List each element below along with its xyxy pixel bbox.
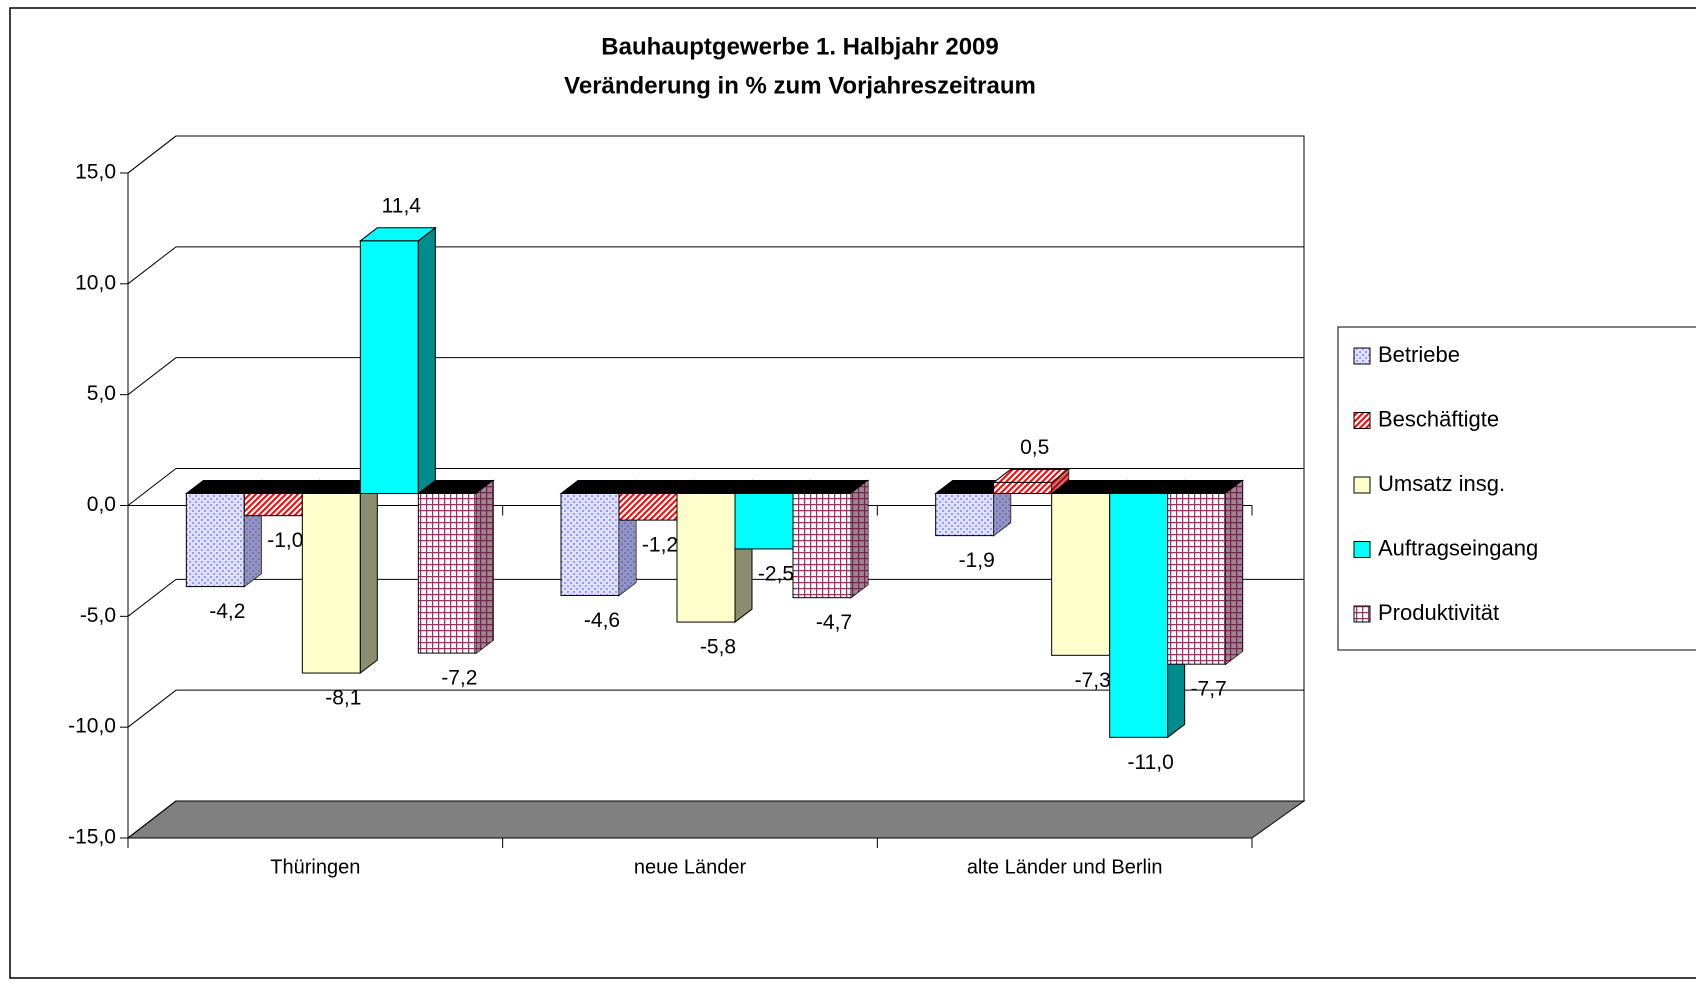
- floor: [126, 800, 1306, 839]
- value-label: -4,2: [209, 600, 245, 623]
- chart-subtitle: Veränderung in % zum Vorjahreszeitraum: [564, 72, 1036, 99]
- bar-front: [1051, 493, 1111, 656]
- y-tick-label: 0,0: [87, 493, 116, 516]
- bar: [416, 479, 495, 655]
- bar-front: [417, 493, 477, 654]
- bar-front: [185, 493, 245, 588]
- value-label: -4,6: [584, 609, 620, 632]
- bar-front: [993, 481, 1053, 494]
- grid-line: [127, 135, 1304, 174]
- bar: [300, 479, 379, 675]
- legend-label: Beschäftigte: [1378, 406, 1499, 431]
- y-tick-label: -5,0: [80, 604, 116, 627]
- legend-swatch: [1353, 347, 1371, 365]
- bar-front: [359, 240, 419, 494]
- value-label: -8,1: [325, 687, 361, 710]
- bar-side: [417, 226, 436, 495]
- value-label: -1,9: [959, 549, 995, 572]
- value-label: 0,5: [1020, 436, 1049, 459]
- legend-label: Auftragseingang: [1378, 535, 1538, 560]
- bar-front: [1109, 493, 1169, 738]
- value-label: -7,3: [1075, 669, 1111, 692]
- legend-label: Produktivität: [1378, 600, 1499, 625]
- bar-front: [935, 493, 995, 537]
- legend-swatch: [1353, 412, 1371, 429]
- value-label: -11,0: [1128, 751, 1174, 774]
- grid-line: [127, 468, 1304, 506]
- legend: [1337, 326, 1696, 651]
- value-label: -7,7: [1191, 678, 1227, 701]
- bar-front: [1167, 493, 1227, 665]
- legend-label: Umsatz insg.: [1378, 471, 1505, 496]
- bar-front: [676, 493, 736, 623]
- y-tick-label: 15,0: [75, 161, 116, 184]
- bar-front: [301, 493, 361, 674]
- value-label: -5,8: [700, 636, 736, 659]
- value-label: -7,2: [441, 667, 477, 690]
- legend-swatch: [1353, 541, 1371, 558]
- y-tick-label: -15,0: [68, 826, 116, 849]
- grid-line: [127, 578, 1304, 617]
- bar-front: [792, 493, 852, 599]
- bar-side: [359, 479, 378, 675]
- y-tick-label: 5,0: [87, 382, 116, 405]
- grid-line: [127, 357, 1304, 396]
- bar: [358, 226, 437, 495]
- bar: [791, 479, 870, 599]
- x-tick-label: Thüringen: [270, 856, 360, 878]
- value-label: -4,7: [816, 611, 852, 634]
- bar-front: [618, 493, 678, 521]
- legend-label: Betriebe: [1378, 342, 1460, 367]
- chart-title: Bauhauptgewerbe 1. Halbjahr 2009: [601, 33, 998, 60]
- value-label: -1,0: [267, 529, 303, 552]
- grid-line: [127, 800, 1304, 839]
- bar-front: [243, 493, 303, 517]
- x-tick-label: alte Länder und Berlin: [967, 856, 1163, 878]
- y-tick-label: 10,0: [75, 271, 116, 294]
- legend-swatch: [1353, 476, 1371, 494]
- value-label: -2,5: [758, 562, 794, 585]
- value-label: -1,2: [642, 534, 678, 557]
- grid-line: [127, 689, 1304, 728]
- y-tick-label: -10,0: [68, 715, 116, 738]
- x-tick-label: neue Länder: [634, 856, 747, 878]
- grid-line: [127, 246, 1304, 285]
- bar-front: [734, 493, 794, 550]
- bar-front: [560, 493, 620, 596]
- bar: [1166, 479, 1245, 666]
- bar: [992, 468, 1071, 495]
- legend-swatch: [1353, 605, 1371, 623]
- bar: [934, 479, 1013, 537]
- value-label: 11,4: [382, 194, 422, 217]
